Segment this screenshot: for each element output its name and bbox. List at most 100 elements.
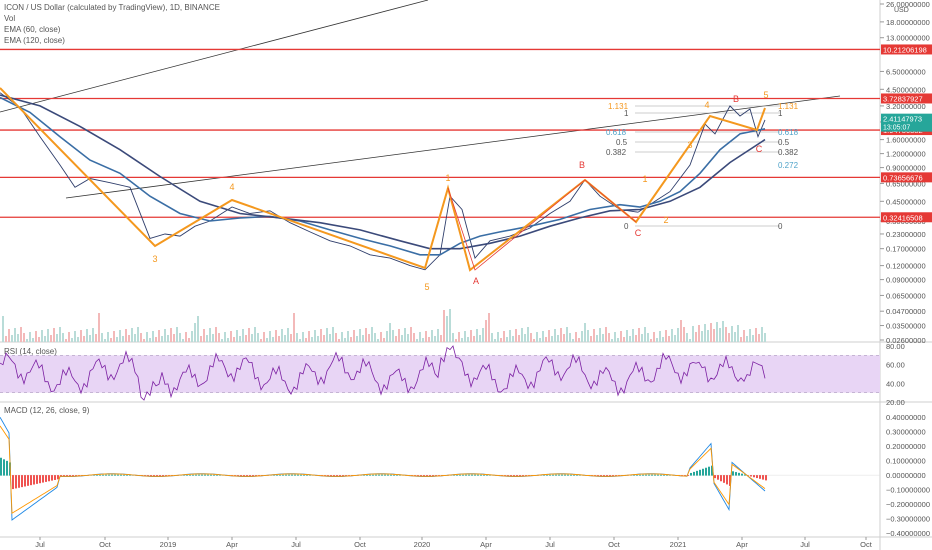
volume-bar — [143, 339, 145, 342]
macd-histogram-bar — [633, 474, 635, 476]
volume-bar — [632, 329, 634, 342]
volume-bar — [89, 335, 91, 342]
macd-histogram-bar — [552, 474, 554, 476]
time-tick-label: Oct — [860, 540, 873, 549]
volume-bar — [278, 336, 280, 342]
volume-bar — [467, 337, 469, 342]
macd-histogram-bar — [153, 475, 155, 477]
volume-bar — [659, 331, 661, 342]
volume-bar — [161, 336, 163, 342]
macd-histogram-bar — [567, 474, 569, 476]
macd-histogram-bar — [639, 474, 641, 476]
volume-bar — [56, 334, 58, 342]
macd-histogram-bar — [93, 475, 95, 476]
volume-bar — [65, 339, 67, 342]
macd-histogram-bar — [30, 475, 32, 486]
volume-bar — [404, 328, 406, 342]
macd-histogram-bar — [762, 475, 764, 480]
volume-bar — [674, 335, 676, 342]
macd-histogram-bar — [507, 475, 509, 476]
volume-bar — [587, 330, 589, 342]
macd-histogram-bar — [282, 474, 284, 476]
volume-bar — [479, 335, 481, 342]
wave-label: 1 — [445, 173, 450, 183]
macd-histogram-bar — [456, 474, 458, 476]
volume-bar — [602, 334, 604, 342]
volume-bar — [272, 337, 274, 342]
volume-bar — [572, 339, 574, 342]
volume-bar — [761, 327, 763, 342]
macd-histogram-bar — [465, 474, 467, 476]
macd-histogram-bar — [393, 474, 395, 476]
volume-bar — [38, 337, 40, 342]
time-tick-label: Oct — [354, 540, 367, 549]
volume-bar — [386, 331, 388, 342]
macd-histogram-bar — [663, 474, 665, 476]
volume-bar — [716, 322, 718, 342]
macd-histogram-bar — [165, 475, 167, 476]
macd-tick-label: −0.40000000 — [886, 529, 930, 538]
macd-histogram-bar — [102, 474, 104, 476]
macd-histogram-bar — [213, 474, 215, 476]
macd-histogram-bar — [48, 475, 50, 482]
price-tick-label: 0.02600000 — [886, 336, 926, 345]
volume-bar — [11, 335, 13, 342]
abc-label: B — [579, 160, 585, 170]
fib-label: 1.131 — [608, 102, 629, 111]
price-tick-label: 4.50000000 — [886, 85, 926, 94]
volume-bar — [470, 330, 472, 342]
volume-bar — [266, 338, 268, 342]
time-tick-label: Apr — [226, 540, 238, 549]
volume-bar — [575, 332, 577, 342]
macd-histogram-bar — [372, 474, 374, 476]
macd-histogram-bar — [288, 474, 290, 476]
volume-bar — [305, 338, 307, 342]
volume-bar — [86, 329, 88, 342]
volume-bar — [581, 331, 583, 342]
macd-histogram-bar — [603, 475, 605, 477]
bar-countdown-label: 13:05:07 — [883, 125, 910, 132]
volume-bar — [113, 331, 115, 342]
volume-bar — [149, 338, 151, 342]
volume-bar — [68, 332, 70, 342]
macd-histogram-bar — [366, 474, 368, 476]
volume-bar — [200, 336, 202, 342]
macd-histogram-bar — [642, 474, 644, 476]
volume-bar — [221, 339, 223, 342]
volume-bar — [455, 339, 457, 342]
volume-bar — [629, 336, 631, 342]
volume-bar — [755, 328, 757, 342]
time-tick-label: 2019 — [160, 540, 177, 549]
volume-bar — [557, 335, 559, 342]
volume-bar — [542, 331, 544, 342]
volume-bar — [398, 329, 400, 342]
volume-bar — [416, 339, 418, 342]
macd-histogram-bar — [711, 465, 713, 476]
volume-bar — [704, 324, 706, 342]
volume-bar — [389, 323, 391, 342]
macd-histogram-bar — [387, 474, 389, 476]
volume-bar — [683, 327, 685, 342]
macd-histogram-bar — [330, 475, 332, 477]
volume-bar — [719, 328, 721, 342]
macd-histogram-bar — [24, 475, 26, 487]
volume-bar — [164, 329, 166, 342]
macd-histogram-bar — [726, 475, 728, 485]
volume-bar — [728, 333, 730, 342]
volume-bar — [461, 338, 463, 342]
abc-label: A — [473, 276, 479, 286]
macd-histogram-bar — [33, 475, 35, 485]
volume-bar — [293, 313, 295, 342]
macd-histogram-bar — [684, 475, 686, 476]
volume-bar — [116, 337, 118, 342]
macd-histogram-bar — [648, 474, 650, 476]
volume-bar — [623, 337, 625, 342]
abc-correction-line — [447, 179, 637, 271]
price-tick-label: 26.00000000 — [886, 0, 930, 9]
volume-bar — [233, 337, 235, 342]
macd-histogram-bar — [570, 474, 572, 476]
volume-bar — [644, 327, 646, 342]
volume-bar — [563, 334, 565, 342]
macd-histogram-bar — [147, 475, 149, 476]
